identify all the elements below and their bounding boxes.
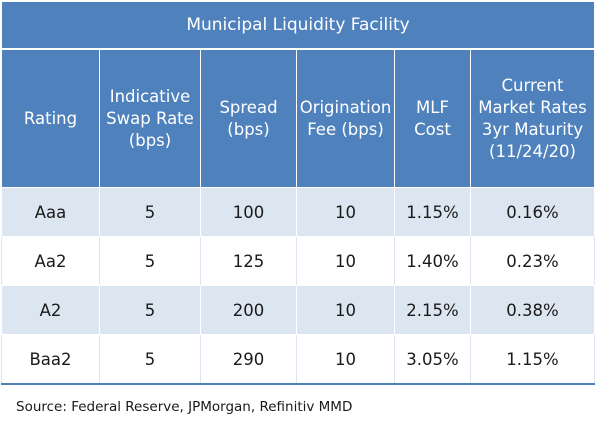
cell-rating: Aa2 — [1, 236, 100, 286]
cell-swap-rate: 5 — [99, 187, 201, 237]
table-row: Baa2 5 290 10 3.05% 1.15% — [1, 334, 596, 385]
cell-market-rate: 1.15% — [469, 334, 596, 385]
cell-spread: 125 — [200, 236, 297, 286]
cell-mlf-cost: 2.15% — [394, 285, 471, 335]
table-title: Municipal Liquidity Facility — [0, 1, 596, 50]
cell-rating: Baa2 — [1, 334, 100, 385]
cell-origination-fee: 10 — [296, 334, 395, 385]
table-row: Aaa 5 100 10 1.15% 0.16% — [1, 187, 596, 237]
header-rating: Rating — [1, 48, 100, 188]
cell-swap-rate: 5 — [99, 285, 201, 335]
title-row: Municipal Liquidity Facility — [0, 1, 596, 50]
cell-origination-fee: 10 — [296, 285, 395, 335]
cell-spread: 200 — [200, 285, 297, 335]
cell-origination-fee: 10 — [296, 236, 395, 286]
mlf-table: Municipal Liquidity Facility Rating Indi… — [0, 1, 596, 385]
header-swap-rate: Indicative Swap Rate (bps) — [99, 48, 201, 188]
table-row: Aa2 5 125 10 1.40% 0.23% — [1, 236, 596, 286]
header-row: Rating Indicative Swap Rate (bps) Spread… — [1, 48, 596, 188]
header-origination-fee: Origination Fee (bps) — [296, 48, 395, 188]
cell-mlf-cost: 1.40% — [394, 236, 471, 286]
cell-market-rate: 0.38% — [469, 285, 596, 335]
cell-spread: 290 — [200, 334, 297, 385]
cell-swap-rate: 5 — [99, 236, 201, 286]
source-note: Source: Federal Reserve, JPMorgan, Refin… — [16, 399, 353, 415]
cell-spread: 100 — [200, 187, 297, 237]
cell-mlf-cost: 3.05% — [394, 334, 471, 385]
cell-rating: A2 — [1, 285, 100, 335]
table-row: A2 5 200 10 2.15% 0.38% — [1, 285, 596, 335]
cell-market-rate: 0.23% — [469, 236, 596, 286]
cell-mlf-cost: 1.15% — [394, 187, 471, 237]
cell-market-rate: 0.16% — [469, 187, 596, 237]
cell-origination-fee: 10 — [296, 187, 395, 237]
header-market-rates: Current Market Rates 3yr Maturity (11/24… — [469, 48, 596, 188]
header-mlf-cost: MLF Cost — [394, 48, 471, 188]
cell-rating: Aaa — [1, 187, 100, 237]
cell-swap-rate: 5 — [99, 334, 201, 385]
header-spread: Spread (bps) — [200, 48, 297, 188]
